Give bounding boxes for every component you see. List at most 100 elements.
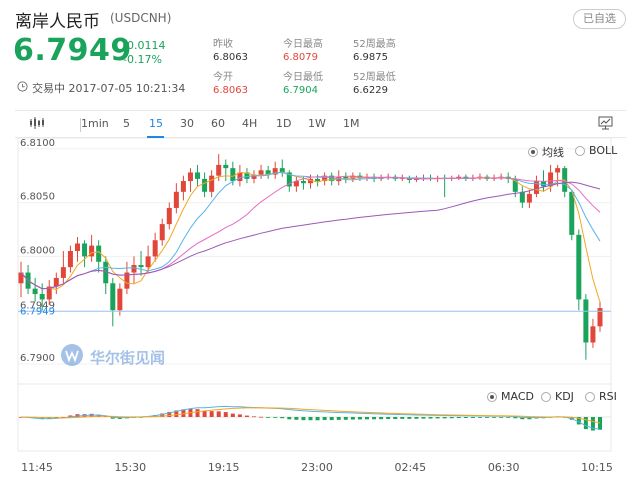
macd-histogram-bar — [195, 409, 200, 417]
stat-prev-close: 昨收 6.8063 — [213, 38, 248, 64]
candle-body — [67, 251, 73, 268]
interval-1min[interactable]: 1min — [81, 117, 109, 130]
quote-header: 离岸人民币 (USDCNH) 已自选 6.7949 -0.0114 -0.17%… — [0, 0, 641, 110]
candle-body — [46, 286, 52, 300]
last-price: 6.7949 — [13, 33, 132, 68]
interval-5[interactable]: 5 — [123, 117, 130, 130]
macd-histogram-bar — [477, 417, 482, 418]
macd-histogram-bar — [61, 416, 66, 418]
candle-body — [413, 178, 419, 180]
macd-histogram-bar — [421, 417, 426, 419]
candle-body — [173, 191, 179, 208]
macd-line — [20, 407, 601, 424]
candle-body — [456, 176, 462, 178]
candle-body — [300, 181, 306, 184]
macd-histogram-bar — [110, 417, 115, 419]
option-rsi[interactable]: RSI — [585, 390, 617, 403]
macd-histogram-bar — [590, 417, 595, 431]
option-label: 均线 — [542, 146, 564, 159]
price-change: -0.0114 -0.17% — [123, 39, 165, 67]
stat-label: 今开 — [213, 72, 233, 83]
candle-body — [251, 174, 257, 179]
option-label: KDJ — [555, 390, 574, 403]
option-macd[interactable]: MACD — [487, 390, 534, 403]
change-value: -0.0114 — [123, 39, 166, 52]
candle-body — [180, 181, 186, 192]
candle-body — [216, 164, 222, 176]
candle-body — [258, 170, 264, 175]
stat-value: 6.9875 — [353, 52, 388, 63]
candle-body — [526, 193, 532, 203]
moving-average-line — [20, 181, 601, 290]
stat-52w-low: 52周最低 6.6229 — [353, 71, 396, 97]
candle-body — [96, 245, 102, 262]
macd-histogram-bar — [393, 417, 398, 419]
last-price-label: 6.7949 — [20, 306, 55, 317]
candle-body — [265, 170, 271, 175]
macd-histogram-bar — [379, 417, 384, 420]
stat-value: 6.7904 — [283, 85, 318, 96]
stat-label: 今日最高 — [283, 39, 323, 50]
interval-60[interactable]: 60 — [211, 117, 225, 130]
candle-body — [230, 168, 236, 182]
option-kdj[interactable]: KDJ — [541, 390, 574, 403]
candle-body — [519, 191, 525, 203]
fullscreen-icon[interactable] — [598, 116, 613, 133]
candle-body — [195, 172, 201, 179]
candle-body — [533, 181, 539, 194]
radio-selected-icon — [528, 147, 538, 157]
candlestick-chart[interactable]: 6.8100 6.8050 6.8000 6.7949 6.7900 6.7949 11:4… — [0, 137, 641, 483]
price-chart: 6.8100 6.8050 6.8000 6.7949 6.7900 6.7949 11:4… — [0, 137, 641, 483]
interval-1d[interactable]: 1D — [276, 117, 292, 130]
candle-body — [159, 224, 165, 241]
macd-histogram-bar — [209, 411, 214, 417]
candle-body — [286, 172, 292, 187]
interval-4h[interactable]: 4H — [242, 117, 258, 130]
option-boll[interactable]: BOLL — [575, 144, 617, 157]
change-percent: -0.17% — [123, 53, 162, 66]
stat-value: 6.8079 — [283, 52, 318, 63]
y-tick-label: 6.8100 — [20, 138, 55, 149]
stat-value: 6.6229 — [353, 85, 388, 96]
candle-body — [293, 181, 299, 187]
x-tick-label: 10:15 — [581, 461, 613, 474]
macd-histogram-bar — [273, 417, 278, 418]
macd-histogram-bar — [252, 416, 257, 418]
interval-1w[interactable]: 1W — [308, 117, 326, 130]
x-tick-label: 02:45 — [394, 461, 426, 474]
interval-15[interactable]: 15 — [149, 117, 163, 130]
candlestick-chart-icon[interactable] — [29, 116, 45, 133]
watchlist-button[interactable]: 已自选 — [573, 9, 626, 29]
candle-body — [74, 243, 80, 252]
candle-body — [315, 178, 321, 182]
macd-histogram-bar — [435, 417, 440, 419]
instrument-name: 离岸人民币 — [15, 12, 100, 32]
interval-30[interactable]: 30 — [180, 117, 194, 130]
chart-frame — [17, 137, 612, 452]
candle-body — [117, 288, 123, 311]
macd-histogram-bar — [407, 417, 412, 419]
macd-histogram-bar — [583, 417, 588, 430]
option-label: BOLL — [589, 144, 618, 157]
macd-histogram-bar — [499, 417, 504, 418]
stat-day-low: 今日最低 6.7904 — [283, 71, 323, 97]
macd-histogram-bar — [463, 417, 468, 419]
macd-histogram-bar — [520, 417, 525, 420]
watermark: 华尔街见闻 — [60, 343, 165, 371]
stat-value: 6.8063 — [213, 52, 248, 63]
candle-body — [237, 172, 243, 182]
macd-histogram-bar — [470, 417, 475, 418]
macd-histogram-bar — [223, 412, 228, 417]
macd-histogram-bar — [357, 417, 362, 420]
macd-histogram-bar — [280, 417, 285, 419]
macd-histogram-bar — [244, 415, 249, 417]
interval-1m[interactable]: 1M — [343, 117, 360, 130]
candle-body — [202, 178, 208, 192]
radio-icon — [575, 145, 585, 156]
candle-body — [60, 267, 66, 278]
option-ma[interactable]: 均线 — [528, 144, 564, 160]
candle-body — [103, 261, 109, 284]
stat-label: 昨收 — [213, 39, 233, 50]
stat-value: 6.8063 — [213, 85, 248, 96]
macd-histogram-bar — [598, 417, 602, 430]
